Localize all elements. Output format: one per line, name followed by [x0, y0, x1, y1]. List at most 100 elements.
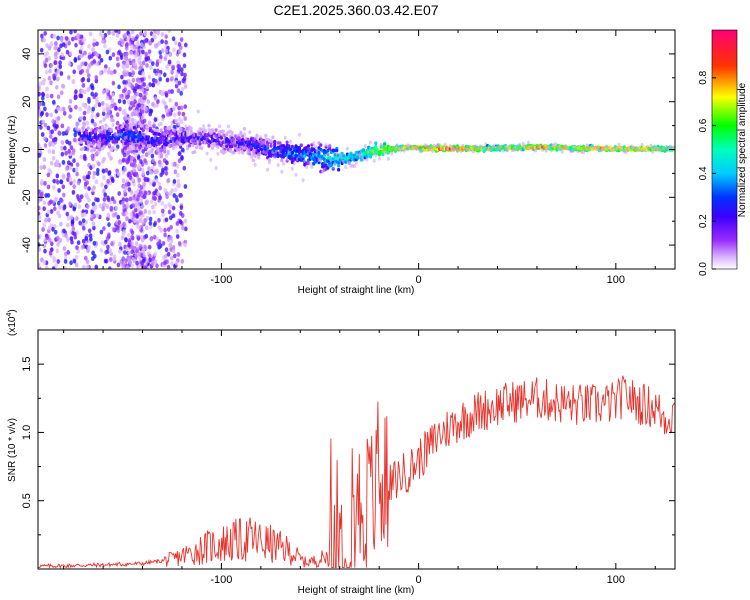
spectrogram-cell — [80, 244, 85, 250]
spectrogram-cell — [121, 265, 126, 269]
spectrogram-cell — [179, 205, 184, 210]
spectrogram-cell — [111, 146, 115, 150]
spectrogram-cell — [67, 75, 71, 80]
spectrogram-cell — [46, 172, 51, 178]
spectrogram-cell — [61, 184, 66, 190]
spectrogram-cell — [166, 149, 170, 154]
spectrogram-cell — [127, 242, 131, 248]
spectrogram-cell — [347, 160, 351, 165]
spectrogram-cell — [176, 63, 180, 69]
colorbar-frame — [711, 29, 738, 270]
spectrogram-cell — [52, 33, 57, 39]
spectrogram-cell — [183, 218, 188, 224]
spectrogram-cell — [101, 206, 105, 212]
spectrogram-cell — [102, 202, 107, 208]
spectrogram-cell — [131, 36, 135, 41]
spectrogram-cell — [123, 112, 128, 117]
spectrogram-cell — [74, 42, 78, 48]
spectrogram-cell — [116, 262, 121, 268]
spectrogram-cell — [148, 40, 152, 46]
spectrogram-cell — [56, 116, 61, 121]
spectrogram-cell — [108, 154, 112, 160]
spectrogram-cell — [175, 228, 179, 234]
snr-frame — [37, 329, 676, 570]
spectrogram-cell — [123, 250, 127, 256]
spectrogram-cell — [101, 168, 106, 174]
spectrogram-cell — [120, 74, 124, 80]
spectrogram-cell — [207, 123, 211, 128]
spectrogram-cell — [165, 194, 169, 200]
spectrogram-cell — [266, 145, 270, 150]
spectrogram-cell — [127, 156, 131, 162]
spectrogram-cell — [175, 163, 180, 169]
spectrogram-cell — [61, 159, 66, 165]
spectrogram-cell — [49, 80, 53, 86]
spectrogram-cell — [38, 146, 43, 152]
spectrogram-cell — [121, 63, 125, 69]
spectrogram-cell — [111, 92, 115, 98]
spectrogram-cell — [289, 147, 293, 152]
spectrogram-cell — [266, 167, 270, 172]
spectrogram-cell — [267, 160, 271, 165]
spectrogram-cell — [143, 158, 147, 164]
spectrogram-cell — [65, 139, 69, 145]
spectrogram-cell — [102, 107, 106, 113]
spectrogram-cell — [148, 216, 153, 222]
spectrogram-cell — [287, 144, 291, 149]
spectrogram-cell — [91, 174, 96, 180]
spectrogram-cell — [122, 99, 127, 105]
spectrogram-cell — [205, 151, 209, 156]
spectrogram-cell — [297, 147, 302, 152]
spectrogram-cell — [142, 182, 146, 187]
spectrogram-cell — [106, 244, 110, 250]
spectrogram-cell — [175, 221, 180, 226]
spectrogram-cell — [182, 165, 187, 171]
spectrogram-cell — [214, 166, 218, 170]
spectrogram-cell — [326, 152, 330, 157]
spectrogram-cell — [99, 248, 103, 253]
spectrogram-cell — [368, 155, 373, 159]
spectrogram-cell — [39, 47, 44, 53]
spectrogram-cell — [151, 82, 156, 88]
spectrogram-cell — [137, 149, 142, 155]
spectrogram-cell — [157, 181, 162, 187]
spectrogram-cell — [153, 68, 157, 74]
spectrogram-cell — [179, 142, 183, 146]
spectrogram-cell — [179, 211, 183, 216]
spectrogram-cell — [312, 141, 316, 146]
spectrogram-cell — [289, 139, 293, 144]
spectrogram-cell — [141, 204, 145, 209]
spectrogram-cell — [138, 130, 142, 135]
spectrogram-cell — [90, 209, 94, 215]
spectrogram-cell — [75, 216, 79, 221]
spectrogram-cell — [68, 114, 72, 119]
spectrogram-cell — [60, 145, 64, 151]
spectrogram-cell — [187, 143, 192, 148]
spectrogram-cell — [292, 161, 296, 166]
spectrogram-cell — [60, 83, 65, 89]
spectrogram-cell — [56, 235, 60, 241]
spectrogram-cell — [91, 163, 96, 169]
spectrogram-cell — [153, 34, 157, 40]
spectrogram-cell — [149, 224, 153, 230]
colorbar-tick-label: 0.4 — [698, 166, 709, 180]
spectrogram-cell — [153, 234, 157, 240]
spectrogram-cell — [40, 192, 44, 197]
spectrogram-cell — [78, 39, 83, 45]
spectrogram-cell — [344, 165, 348, 170]
spectrogram-cell — [148, 253, 152, 259]
spectrogram-cell — [38, 214, 42, 220]
spectrogram-ytick-label: -20 — [21, 189, 33, 205]
spectrogram-cell — [177, 42, 182, 47]
spectrogram-cell — [118, 93, 123, 99]
spectrogram-cell — [64, 233, 68, 239]
spectrogram-cell — [147, 151, 151, 156]
spectrogram-cell — [101, 39, 105, 44]
spectrogram-cell — [80, 77, 85, 83]
spectrogram-cell — [56, 68, 61, 74]
spectrogram-cell — [114, 106, 118, 111]
spectrogram-cell — [137, 178, 141, 184]
spectrogram-cell — [96, 167, 100, 173]
spectrogram-cell — [58, 60, 62, 66]
spectrogram-cell — [44, 217, 48, 223]
